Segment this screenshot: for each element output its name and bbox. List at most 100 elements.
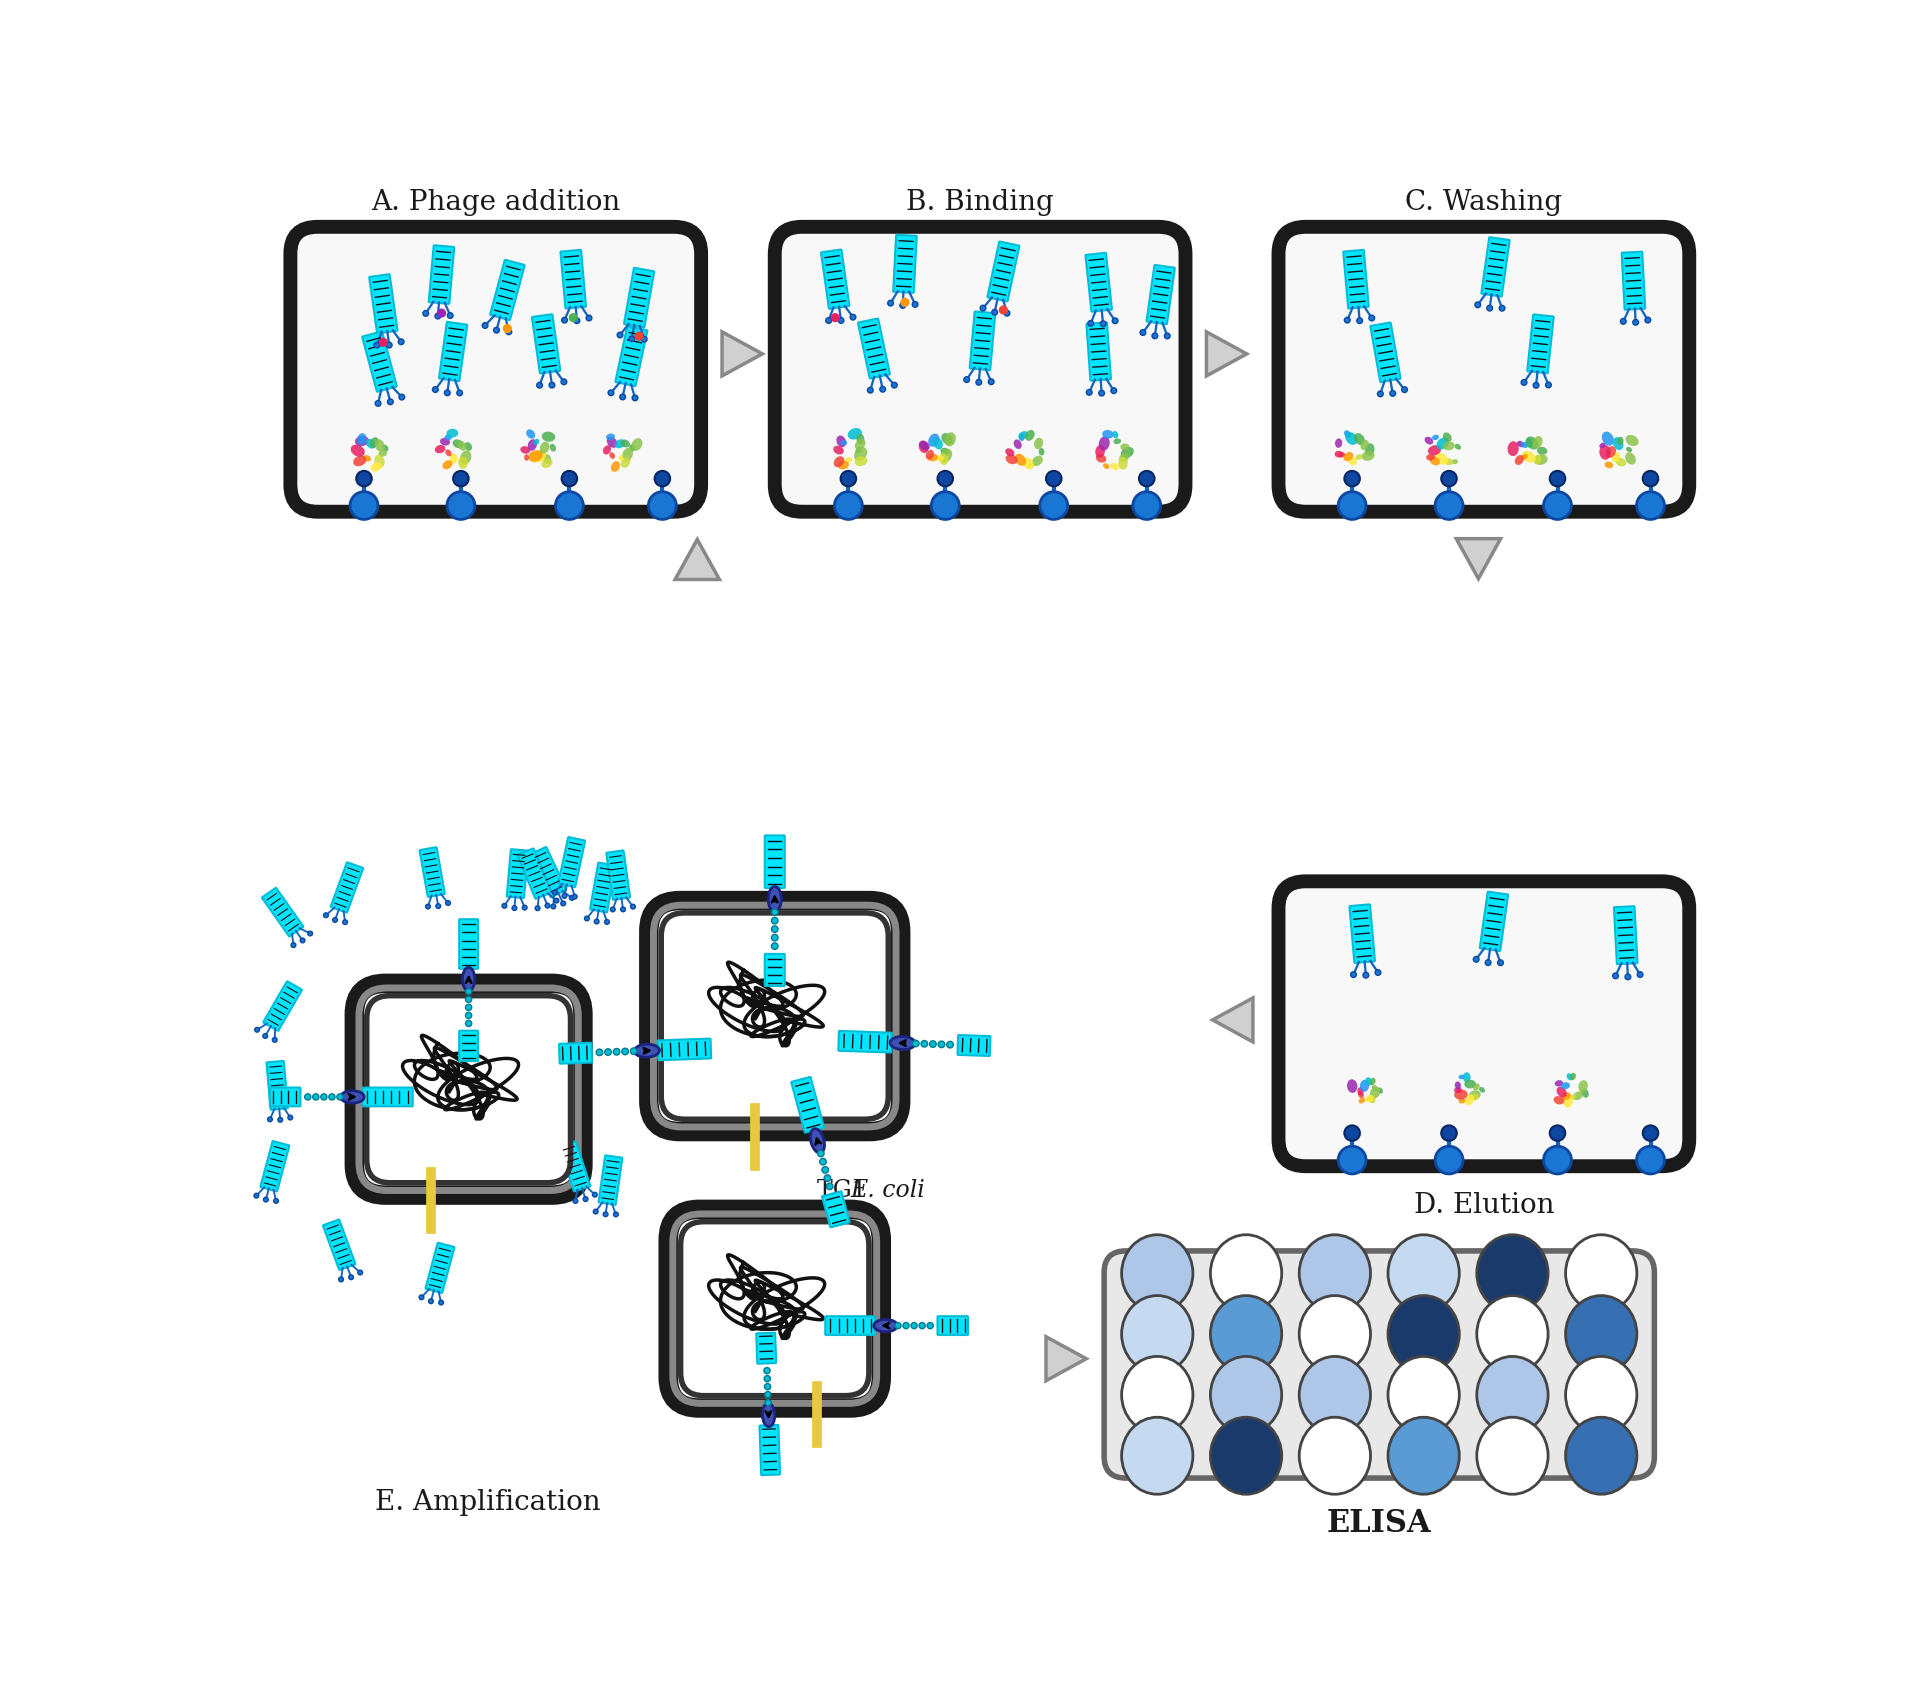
FancyBboxPatch shape: [660, 914, 889, 1120]
Ellipse shape: [1344, 454, 1354, 462]
Circle shape: [432, 387, 438, 394]
FancyBboxPatch shape: [776, 228, 1185, 513]
Circle shape: [1644, 1125, 1659, 1141]
Circle shape: [1636, 493, 1665, 520]
Circle shape: [1338, 1146, 1365, 1175]
Circle shape: [1549, 472, 1565, 488]
Ellipse shape: [524, 455, 528, 462]
Ellipse shape: [891, 1037, 916, 1050]
Circle shape: [447, 493, 474, 520]
Ellipse shape: [371, 438, 378, 448]
Ellipse shape: [549, 445, 557, 452]
FancyBboxPatch shape: [680, 1222, 870, 1396]
FancyBboxPatch shape: [507, 849, 528, 899]
Circle shape: [440, 1301, 444, 1304]
Circle shape: [426, 905, 430, 909]
Circle shape: [357, 472, 372, 488]
Ellipse shape: [374, 455, 384, 469]
FancyBboxPatch shape: [263, 982, 301, 1032]
Ellipse shape: [1626, 447, 1632, 454]
FancyBboxPatch shape: [822, 1192, 849, 1228]
Ellipse shape: [1453, 1089, 1467, 1100]
FancyBboxPatch shape: [826, 1316, 876, 1335]
Ellipse shape: [1365, 443, 1375, 457]
FancyBboxPatch shape: [1622, 252, 1645, 310]
Ellipse shape: [920, 442, 929, 454]
Circle shape: [632, 396, 637, 401]
Circle shape: [1644, 472, 1659, 488]
Ellipse shape: [541, 433, 555, 443]
Circle shape: [1098, 390, 1104, 397]
FancyBboxPatch shape: [267, 1061, 288, 1110]
Ellipse shape: [768, 887, 781, 912]
Circle shape: [1377, 392, 1382, 397]
Circle shape: [572, 895, 578, 900]
Circle shape: [1434, 493, 1463, 520]
Circle shape: [620, 907, 626, 912]
Circle shape: [273, 1038, 276, 1043]
Circle shape: [649, 493, 676, 520]
Circle shape: [1133, 493, 1162, 520]
Ellipse shape: [1469, 1091, 1480, 1100]
Ellipse shape: [1453, 1088, 1461, 1093]
Circle shape: [824, 1175, 831, 1182]
Circle shape: [357, 1270, 363, 1275]
Ellipse shape: [1121, 1357, 1192, 1434]
Ellipse shape: [355, 436, 369, 447]
Circle shape: [349, 1275, 353, 1280]
Ellipse shape: [1571, 1072, 1576, 1081]
Ellipse shape: [1121, 1296, 1192, 1373]
Ellipse shape: [1476, 1234, 1548, 1311]
Ellipse shape: [837, 462, 849, 471]
Circle shape: [482, 324, 488, 329]
Circle shape: [513, 905, 516, 910]
Ellipse shape: [1300, 1417, 1371, 1494]
Circle shape: [574, 319, 580, 324]
Ellipse shape: [1361, 452, 1375, 462]
Circle shape: [342, 921, 348, 924]
Ellipse shape: [351, 445, 365, 457]
Circle shape: [622, 1049, 628, 1055]
FancyBboxPatch shape: [822, 251, 849, 310]
Ellipse shape: [933, 438, 943, 450]
Ellipse shape: [1561, 1083, 1571, 1089]
Ellipse shape: [1565, 1296, 1638, 1373]
Circle shape: [772, 934, 778, 941]
Ellipse shape: [1565, 1234, 1638, 1311]
Ellipse shape: [1553, 1096, 1565, 1105]
Ellipse shape: [1534, 455, 1542, 465]
Circle shape: [549, 384, 555, 389]
Ellipse shape: [1601, 433, 1615, 447]
Ellipse shape: [1210, 1357, 1283, 1434]
Circle shape: [1004, 312, 1010, 317]
Ellipse shape: [1563, 1095, 1572, 1108]
Circle shape: [263, 1197, 269, 1202]
Ellipse shape: [1119, 454, 1129, 464]
Text: TG1: TG1: [818, 1178, 876, 1200]
FancyBboxPatch shape: [518, 849, 551, 899]
Ellipse shape: [1521, 443, 1528, 448]
Circle shape: [332, 917, 338, 922]
Circle shape: [445, 902, 451, 905]
Ellipse shape: [1098, 436, 1110, 452]
Ellipse shape: [1582, 1089, 1588, 1098]
Circle shape: [422, 312, 428, 317]
Circle shape: [937, 472, 952, 488]
Circle shape: [436, 904, 440, 909]
Circle shape: [1486, 307, 1492, 312]
Circle shape: [419, 1296, 424, 1299]
Ellipse shape: [1425, 438, 1432, 445]
Circle shape: [597, 1050, 603, 1055]
Ellipse shape: [465, 443, 472, 452]
Circle shape: [826, 319, 831, 324]
Circle shape: [465, 1013, 472, 1020]
Ellipse shape: [1369, 1078, 1375, 1086]
Circle shape: [399, 396, 405, 401]
Circle shape: [380, 339, 388, 346]
Text: ELISA: ELISA: [1327, 1507, 1432, 1538]
Ellipse shape: [1365, 1095, 1373, 1103]
Circle shape: [570, 897, 574, 900]
Circle shape: [349, 493, 378, 520]
Circle shape: [1632, 321, 1638, 326]
Circle shape: [1100, 322, 1106, 327]
